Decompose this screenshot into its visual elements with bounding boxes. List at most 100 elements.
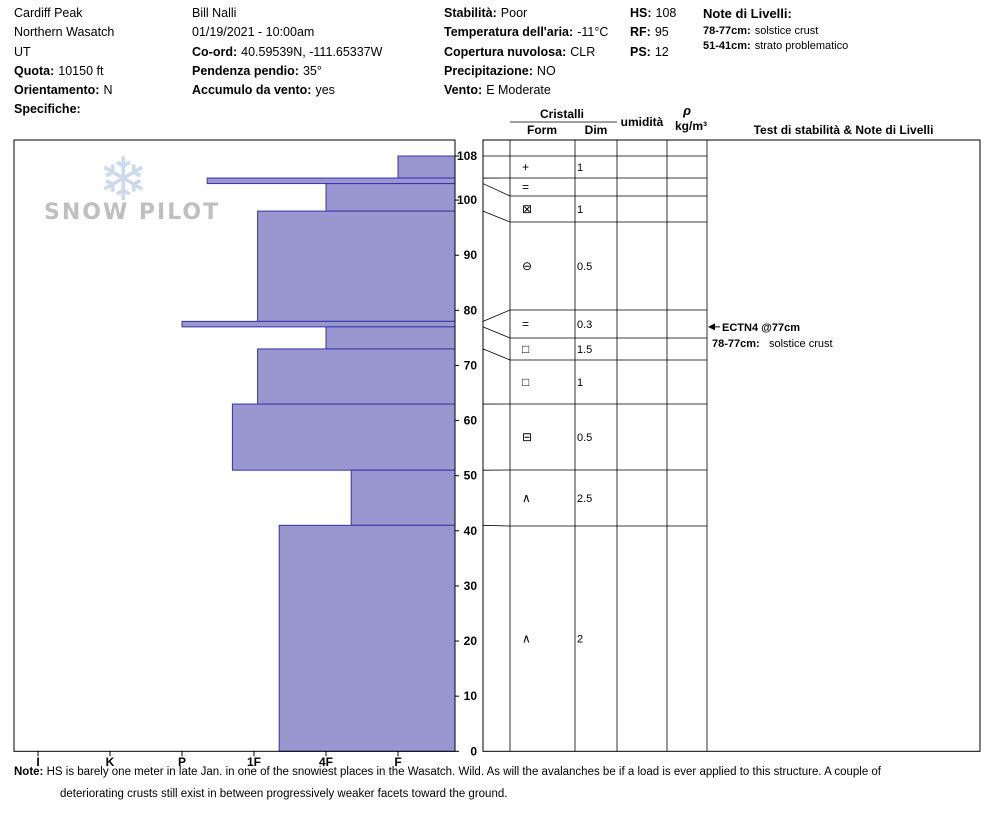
grain-form-symbol: = xyxy=(522,180,529,194)
field-label: PS: xyxy=(630,44,651,59)
layer-leader-line xyxy=(482,326,511,339)
field-rf: RF: 95 xyxy=(630,23,676,42)
tests-header: Test di stabilità & Note di Livelli xyxy=(754,123,934,137)
field-value: CLR xyxy=(570,44,596,59)
field-value: yes xyxy=(315,83,335,98)
grain-size-value: 2 xyxy=(577,634,583,646)
field-label: RF: xyxy=(630,25,651,40)
panel-border xyxy=(482,139,981,752)
form-header: Form xyxy=(527,123,557,137)
field-label: Temperatura dell'aria: xyxy=(444,25,574,40)
field-label: Co-ord: xyxy=(192,44,238,59)
grain-form-symbol: □ xyxy=(522,375,529,389)
grain-size-value: 1 xyxy=(577,377,583,389)
field-value: E Moderate xyxy=(486,83,551,98)
field-label: Vento: xyxy=(444,83,483,98)
field-sky-cover: Copertura nuvolosa: CLR xyxy=(444,43,608,62)
field-label: Precipitazione: xyxy=(444,63,533,78)
field-value: 10150 ft xyxy=(58,63,104,78)
layer-bar xyxy=(257,348,456,405)
layer-bar xyxy=(206,177,456,185)
field-value: 35° xyxy=(302,63,322,78)
grain-size-value: 1 xyxy=(577,204,583,216)
layer-bar xyxy=(325,326,456,350)
site-state: UT xyxy=(14,44,31,59)
grain-form-symbol: ∧ xyxy=(522,632,531,646)
field-aspect: Orientamento: N xyxy=(14,81,114,100)
cristalli-header: Cristalli xyxy=(540,107,584,121)
field-value: 40.59539N, -111.65337W xyxy=(241,44,383,59)
hardness-axis-label: P xyxy=(178,755,186,769)
field-value: N xyxy=(103,83,113,98)
depth-tick-label: 20 xyxy=(464,634,478,648)
grain-size-value: 1 xyxy=(577,162,583,174)
depth-tick-label: 60 xyxy=(464,414,478,428)
field-value: 108 xyxy=(655,6,677,20)
field-precipitation: Precipitazione: NO xyxy=(444,62,608,81)
depth-tick-label: 90 xyxy=(464,248,478,262)
footer-note-line1: Note: HS is barely one meter in late Jan… xyxy=(14,766,881,778)
grain-form-symbol: ∧ xyxy=(522,491,531,505)
dim-header: Dim xyxy=(585,123,608,137)
rho-unit-header: kg/m³ xyxy=(675,119,707,133)
plot-border xyxy=(13,139,456,752)
field-label: Quota: xyxy=(14,63,55,78)
grain-size-value: 0.3 xyxy=(577,319,592,331)
field-value: 12 xyxy=(654,44,669,59)
depth-tick-label: 40 xyxy=(464,524,478,538)
field-air-temp: Temperatura dell'aria: -11°C xyxy=(444,23,608,42)
test-arrow-head xyxy=(708,323,715,331)
layer-bar xyxy=(350,469,456,526)
grain-form-symbol: ⊠ xyxy=(522,202,532,216)
depth-tick-label: 30 xyxy=(464,579,478,593)
grain-form-symbol: ⊟ xyxy=(522,430,532,444)
hardness-axis-label: 1F xyxy=(247,755,261,769)
umidita-header: umidità xyxy=(621,115,664,129)
grain-form-symbol: □ xyxy=(522,342,529,356)
depth-tick-label: 70 xyxy=(464,358,478,372)
field-ps: PS: 12 xyxy=(630,43,676,62)
site-info-block: Cardiff Peak Northern Wasatch UT Quota: 1… xyxy=(14,4,114,120)
layer-note-range: 78-77cm: xyxy=(703,25,751,37)
site-name: Cardiff Peak xyxy=(14,6,83,20)
footer-note-text: HS is barely one meter in late Jan. in o… xyxy=(46,766,882,778)
layer-bar xyxy=(181,320,456,328)
layer-leader-line xyxy=(482,309,511,322)
field-value: Poor xyxy=(500,6,528,20)
layer-notes-title: Note di Livelli: xyxy=(703,6,792,21)
layer-bar xyxy=(278,524,456,752)
field-label: Specifiche: xyxy=(14,102,81,117)
field-value: -11°C xyxy=(577,25,609,40)
depth-tick-label: 10 xyxy=(464,689,478,703)
observation-datetime: 01/19/2021 - 10:00am xyxy=(192,25,315,40)
observer-info-block: Bill Nalli 01/19/2021 - 10:00am Co-ord: 4… xyxy=(192,4,382,100)
layer-bar xyxy=(231,403,456,471)
depth-tick-label: 80 xyxy=(464,303,478,317)
field-hs: HS: 108 xyxy=(630,4,676,23)
field-wind-loading: Accumulo da vento: yes xyxy=(192,81,382,100)
field-coordinates: Co-ord: 40.59539N, -111.65337W xyxy=(192,43,382,62)
layer-leader-line xyxy=(482,524,511,527)
layer-note: 78-77cm: solstice crust xyxy=(703,24,848,39)
hardness-axis-label: K xyxy=(106,755,115,769)
field-wind: Vento: E Moderate xyxy=(444,81,608,100)
layer-bar xyxy=(257,210,456,322)
footer-note-line2: deteriorating crusts still exist in betw… xyxy=(60,788,507,800)
hardness-axis-label: F xyxy=(394,755,401,769)
observer-name: Bill Nalli xyxy=(192,6,237,20)
layer-leader-line xyxy=(482,210,511,223)
grain-size-value: 1.5 xyxy=(577,344,592,356)
layer-leader-line xyxy=(482,348,511,361)
field-slope-angle: Pendenza pendio: 35° xyxy=(192,62,382,81)
grain-form-symbol: = xyxy=(522,317,529,331)
layer-bar xyxy=(397,155,456,179)
grain-size-value: 0.5 xyxy=(577,432,592,444)
panel-note-range: 78-77cm: xyxy=(712,338,760,350)
layer-note-range: 51-41cm: xyxy=(703,39,751,52)
layer-notes-block: Note di Livelli: 78-77cm: solstice crust … xyxy=(703,4,848,53)
panel-note-text: solstice crust xyxy=(769,338,833,350)
field-label: Stabilità: xyxy=(444,6,497,20)
field-stability: Stabilità: Poor xyxy=(444,4,608,23)
